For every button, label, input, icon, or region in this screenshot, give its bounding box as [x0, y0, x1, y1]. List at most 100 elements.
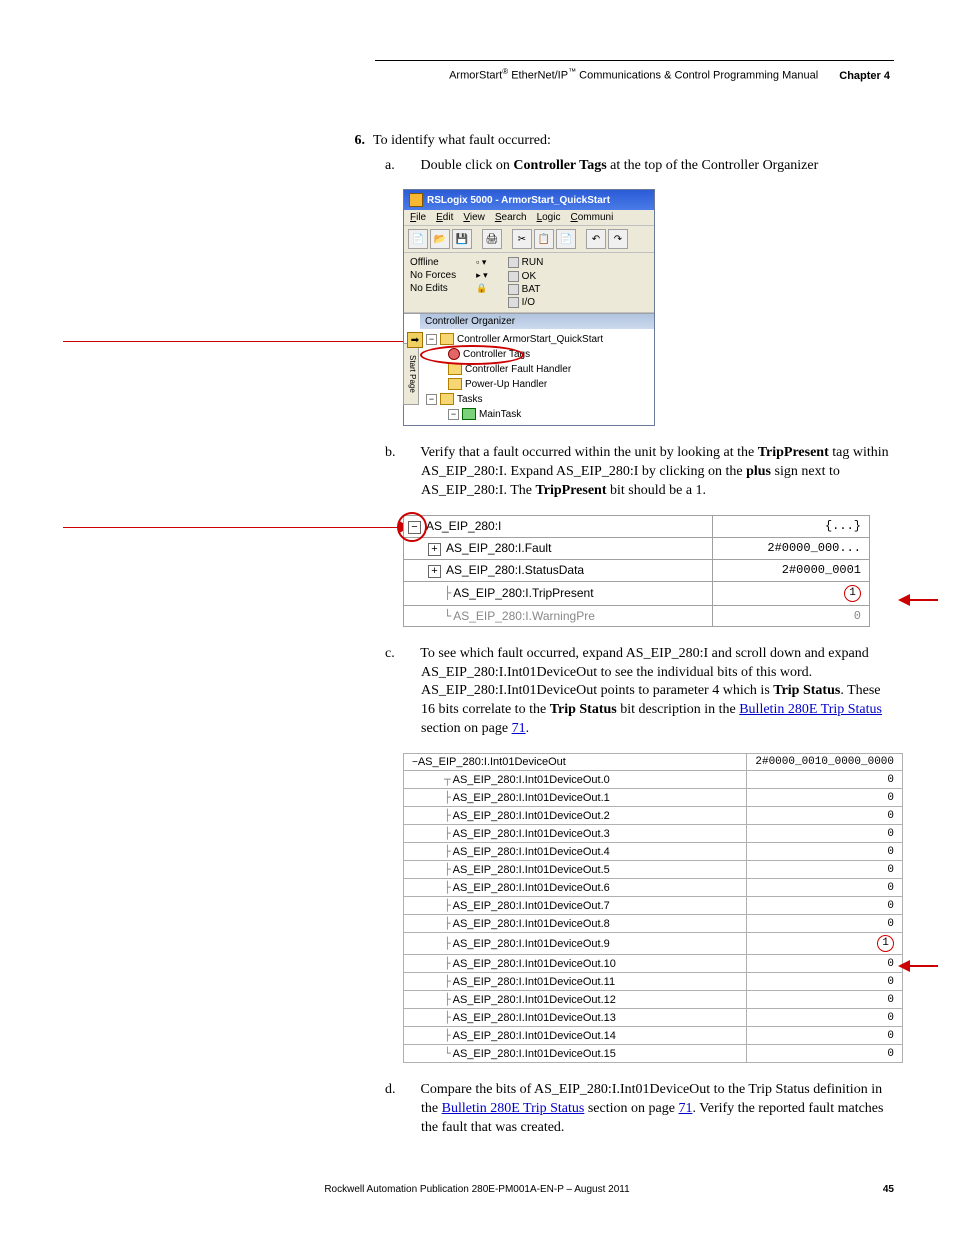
menu-file[interactable]: File	[410, 212, 426, 223]
menu-communications[interactable]: Communi	[570, 212, 613, 223]
expand-icon[interactable]: +	[428, 543, 441, 556]
table-row: ├AS_EIP_280:I.Int01DeviceOut.60	[404, 879, 903, 897]
sc-b2: Trip Status	[550, 702, 617, 717]
bit-value: 0	[747, 973, 903, 991]
noforces-status: No Forces	[410, 270, 456, 281]
menu-view[interactable]: View	[463, 212, 485, 223]
run-label: RUN	[522, 258, 544, 269]
tag-name: AS_EIP_280:I.StatusData	[446, 563, 584, 577]
bit-value: 0	[747, 1027, 903, 1045]
open-icon[interactable]: 📂	[430, 229, 450, 249]
bit-name: ├AS_EIP_280:I.Int01DeviceOut.11	[404, 973, 747, 991]
substep-a: a. Double click on Controller Tags at th…	[403, 157, 894, 176]
cut-icon[interactable]: ✂	[512, 229, 532, 249]
io-led: I/O	[508, 297, 544, 308]
bit-value: 0	[747, 879, 903, 897]
expand-icon[interactable]: +	[428, 565, 441, 578]
sb-b2: plus	[746, 464, 771, 479]
bit-value: 0	[747, 861, 903, 879]
table-row: ├AS_EIP_280:I.TripPresent1	[404, 581, 870, 605]
trip-status-link[interactable]: Bulletin 280E Trip Status	[739, 702, 882, 717]
tag-table-figure: −AS_EIP_280:I{...} + AS_EIP_280:I.Fault 2#…	[403, 515, 894, 627]
bit-name: ├AS_EIP_280:I.Int01DeviceOut.3	[404, 825, 747, 843]
ok-label: OK	[522, 271, 536, 282]
noedits-label: No Edits	[410, 283, 448, 294]
bit-name: ├AS_EIP_280:I.Int01DeviceOut.5	[404, 861, 747, 879]
table-row: ├AS_EIP_280:I.Int01DeviceOut.120	[404, 991, 903, 1009]
substep-label: c.	[403, 645, 417, 664]
bit-name: ┬AS_EIP_280:I.Int01DeviceOut.0	[404, 771, 747, 789]
fault-label: Controller Fault Handler	[465, 364, 571, 375]
tag-value: 2#0000_0001	[713, 559, 870, 581]
redo-icon[interactable]: ↷	[608, 229, 628, 249]
bit-name: ├AS_EIP_280:I.Int01DeviceOut.10	[404, 955, 747, 973]
window-titlebar: RSLogix 5000 - ArmorStart_QuickStart	[404, 190, 654, 210]
tree-power-handler[interactable]: Power-Up Handler	[426, 377, 651, 392]
bit-name: ├AS_EIP_280:I.Int01DeviceOut.2	[404, 807, 747, 825]
app-icon	[409, 193, 423, 207]
tree-controller-tags[interactable]: Controller Tags	[426, 347, 651, 362]
tag-name: AS_EIP_280:I	[426, 519, 501, 533]
sb-t1: Verify that a fault occurred within the …	[420, 445, 757, 460]
print-icon[interactable]: 🖨	[482, 229, 502, 249]
page-link-2[interactable]: 71	[678, 1101, 692, 1116]
controller-tags-bold: Controller Tags	[513, 158, 606, 173]
start-page-tab[interactable]: Start Page	[403, 343, 419, 405]
header-value: 2#0000_0010_0000_0000	[747, 754, 903, 771]
maintask-icon	[462, 408, 476, 420]
bit-table-figure: −AS_EIP_280:I.Int01DeviceOut 2#0000_0010…	[403, 753, 894, 1063]
sc-t5: .	[526, 721, 530, 736]
table-row: ├AS_EIP_280:I.Int01DeviceOut.80	[404, 915, 903, 933]
substep-c: c. To see which fault occurred, expand A…	[403, 645, 894, 739]
bit-name: ├AS_EIP_280:I.Int01DeviceOut.13	[404, 1009, 747, 1027]
chapter-label: Chapter 4	[839, 70, 890, 82]
table-row: ├AS_EIP_280:I.Int01DeviceOut.110	[404, 973, 903, 991]
table-row: ├AS_EIP_280:I.Int01DeviceOut.130	[404, 1009, 903, 1027]
run-led: RUN	[508, 257, 544, 268]
undo-icon[interactable]: ↶	[586, 229, 606, 249]
red-arrow-right-2	[892, 957, 938, 975]
menu-logic[interactable]: Logic	[537, 212, 561, 223]
tree-root-label: Controller ArmorStart_QuickStart	[457, 334, 603, 345]
noedits-status: No Edits	[410, 283, 456, 294]
offline-status: Offline	[410, 257, 456, 268]
bit-value: 0	[747, 955, 903, 973]
step-6: 6.To identify what fault occurred:	[375, 132, 894, 151]
page-header: ArmorStart® EtherNet/IP™ Communications …	[60, 67, 894, 82]
bit-name: ├AS_EIP_280:I.Int01DeviceOut.14	[404, 1027, 747, 1045]
ok-led: OK	[508, 271, 544, 282]
io-label: I/O	[522, 297, 535, 308]
header-tail: Communications & Control Programming Man…	[576, 70, 818, 82]
substep-label: b.	[403, 444, 417, 463]
menu-search[interactable]: Search	[495, 212, 527, 223]
paste-icon[interactable]: 📄	[556, 229, 576, 249]
tag-name: AS_EIP_280:I.Fault	[446, 541, 551, 555]
copy-icon[interactable]: 📋	[534, 229, 554, 249]
bit-value: 0	[747, 1045, 903, 1063]
bit-value: 0	[747, 789, 903, 807]
table-row: ├AS_EIP_280:I.Int01DeviceOut.40	[404, 843, 903, 861]
page-footer: Rockwell Automation Publication 280E-PM0…	[60, 1184, 894, 1195]
new-icon[interactable]: 📄	[408, 229, 428, 249]
bit-value: 0	[747, 991, 903, 1009]
save-icon[interactable]: 💾	[452, 229, 472, 249]
menu-edit[interactable]: Edit	[436, 212, 453, 223]
page-link[interactable]: 71	[512, 721, 526, 736]
sc-b1: Trip Status	[773, 683, 840, 698]
table-row: ├AS_EIP_280:I.Int01DeviceOut.30	[404, 825, 903, 843]
bit-value: 0	[747, 807, 903, 825]
substep-d: d. Compare the bits of AS_EIP_280:I.Int0…	[403, 1081, 894, 1138]
tree-maintask[interactable]: −MainTask	[426, 407, 651, 422]
circled-value: 1	[844, 585, 861, 602]
table-row: ├AS_EIP_280:I.Int01DeviceOut.100	[404, 955, 903, 973]
tasks-label: Tasks	[457, 394, 483, 405]
tag-value: 0	[713, 605, 870, 626]
bit-name: ├AS_EIP_280:I.Int01DeviceOut.8	[404, 915, 747, 933]
tree-tasks[interactable]: −Tasks	[426, 392, 651, 407]
power-label: Power-Up Handler	[465, 379, 547, 390]
table-row: +AS_EIP_280:I.Fault2#0000_000...	[404, 537, 870, 559]
table-row: −AS_EIP_280:I{...}	[404, 515, 870, 537]
bit-name: ├AS_EIP_280:I.Int01DeviceOut.4	[404, 843, 747, 861]
trip-status-link-2[interactable]: Bulletin 280E Trip Status	[442, 1101, 585, 1116]
bit-name: ├AS_EIP_280:I.Int01DeviceOut.6	[404, 879, 747, 897]
